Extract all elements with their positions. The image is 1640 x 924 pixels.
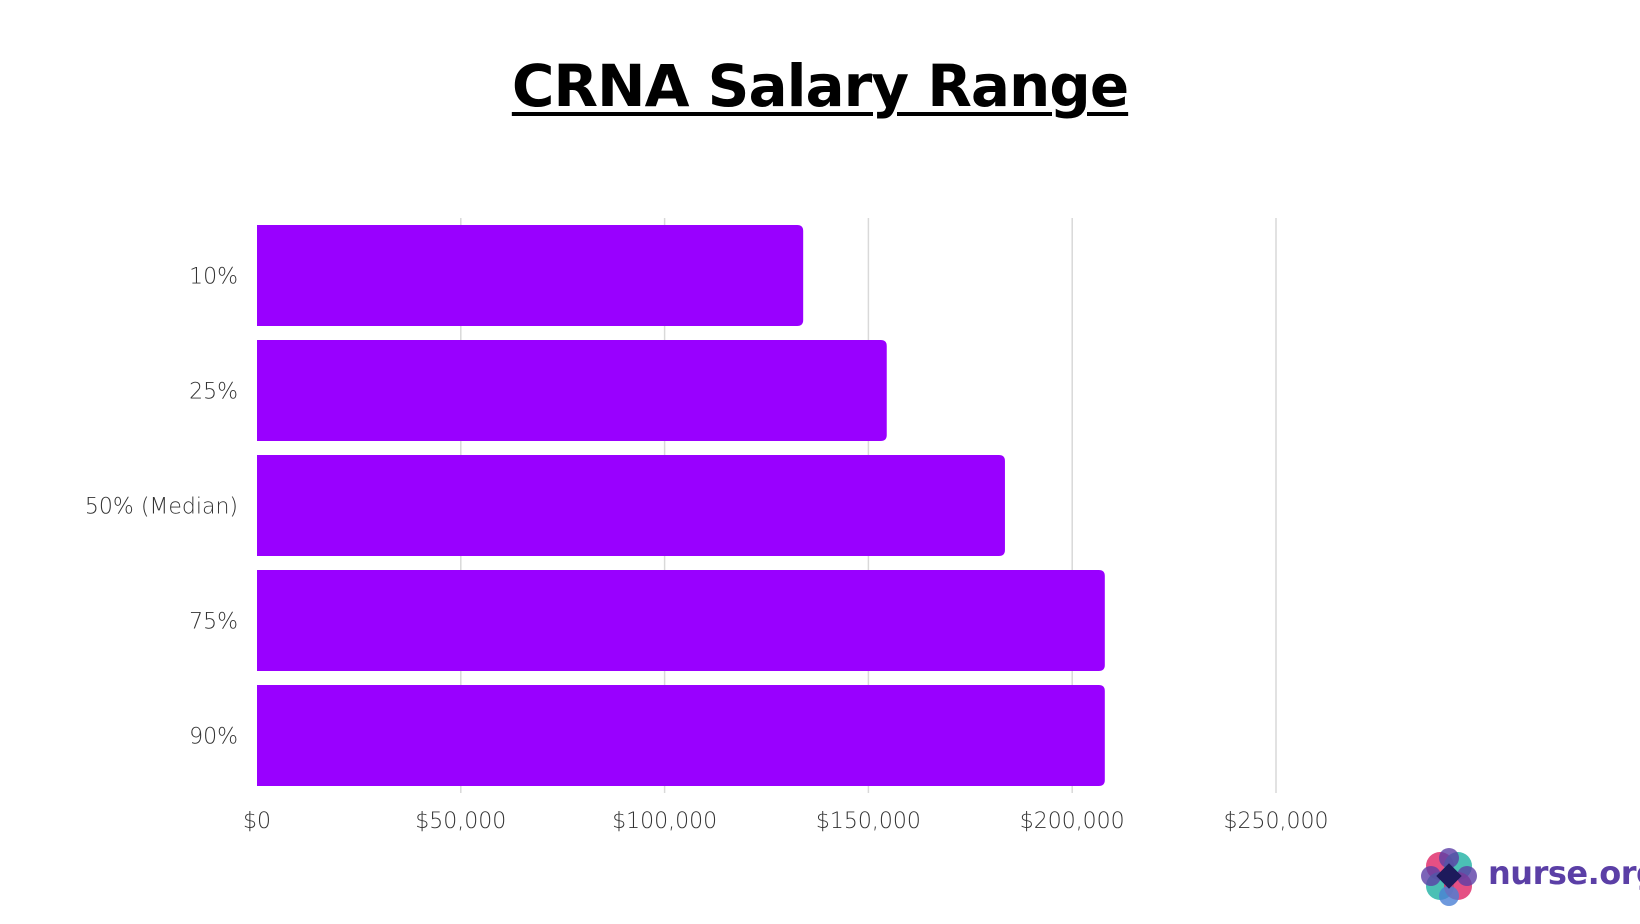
x-tick-label: $50,000 bbox=[415, 809, 506, 834]
brand-name: nurse.org bbox=[1488, 854, 1640, 892]
bar bbox=[257, 455, 1005, 556]
bar bbox=[257, 570, 1105, 671]
x-tick-label: $200,000 bbox=[1020, 809, 1125, 834]
chart-title: CRNA Salary Range bbox=[511, 52, 1129, 120]
x-tick-label: $0 bbox=[243, 809, 271, 834]
x-tick-labels: $0 $50,000 $100,000 $150,000 $200,000 $250,00… bbox=[243, 809, 1328, 834]
category-label: 75% bbox=[189, 610, 238, 635]
brand-logo: nurse.org bbox=[1418, 846, 1640, 908]
bars bbox=[257, 225, 1105, 786]
nurse-org-logo-icon bbox=[1421, 848, 1477, 906]
category-label: 90% bbox=[189, 725, 238, 750]
category-labels: 10% 25% 50% (Median) 75% 90% bbox=[85, 265, 238, 750]
x-tick-label: $100,000 bbox=[612, 809, 717, 834]
bar bbox=[257, 225, 804, 326]
bar bbox=[257, 340, 887, 441]
category-label: 10% bbox=[189, 265, 238, 290]
x-tick-label: $250,000 bbox=[1224, 809, 1329, 834]
x-tick-label: $150,000 bbox=[816, 809, 921, 834]
bar bbox=[257, 685, 1105, 786]
category-label: 50% (Median) bbox=[85, 495, 238, 520]
category-label: 25% bbox=[189, 380, 238, 405]
